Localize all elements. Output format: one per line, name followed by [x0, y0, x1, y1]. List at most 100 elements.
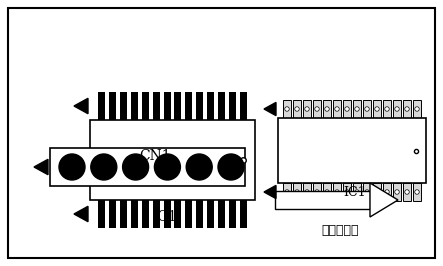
- Bar: [393, 183, 401, 201]
- Bar: [373, 100, 381, 118]
- Circle shape: [59, 154, 85, 180]
- Bar: [185, 200, 192, 228]
- Circle shape: [305, 190, 309, 194]
- Bar: [343, 183, 351, 201]
- Circle shape: [355, 190, 359, 194]
- Bar: [131, 200, 138, 228]
- Bar: [275, 191, 370, 209]
- Bar: [185, 92, 192, 120]
- Bar: [131, 92, 138, 120]
- Polygon shape: [264, 185, 276, 199]
- Bar: [142, 92, 149, 120]
- Text: CN1: CN1: [139, 149, 171, 163]
- Bar: [218, 200, 225, 228]
- Bar: [109, 92, 116, 120]
- Bar: [98, 92, 105, 120]
- Bar: [175, 200, 182, 228]
- Polygon shape: [370, 183, 398, 217]
- Bar: [373, 183, 381, 201]
- Bar: [413, 100, 421, 118]
- Circle shape: [405, 107, 409, 111]
- Bar: [283, 183, 291, 201]
- Bar: [153, 92, 159, 120]
- Bar: [50, 148, 245, 186]
- Bar: [383, 183, 391, 201]
- Circle shape: [325, 190, 329, 194]
- Polygon shape: [264, 102, 276, 116]
- Bar: [283, 100, 291, 118]
- Circle shape: [315, 107, 319, 111]
- Bar: [196, 92, 203, 120]
- Bar: [363, 100, 371, 118]
- Bar: [163, 92, 171, 120]
- Bar: [313, 183, 321, 201]
- Bar: [207, 92, 214, 120]
- Bar: [353, 100, 361, 118]
- Bar: [229, 200, 236, 228]
- Bar: [343, 100, 351, 118]
- Circle shape: [295, 107, 299, 111]
- Circle shape: [385, 107, 389, 111]
- Bar: [163, 200, 171, 228]
- Text: IC1: IC1: [152, 210, 178, 224]
- Circle shape: [415, 107, 419, 111]
- Circle shape: [285, 190, 289, 194]
- Bar: [393, 100, 401, 118]
- Circle shape: [365, 107, 369, 111]
- Circle shape: [385, 190, 389, 194]
- Bar: [403, 183, 411, 201]
- Circle shape: [335, 190, 339, 194]
- Circle shape: [345, 190, 349, 194]
- Circle shape: [91, 154, 117, 180]
- Bar: [153, 200, 159, 228]
- Circle shape: [295, 190, 299, 194]
- Bar: [333, 100, 341, 118]
- Circle shape: [285, 107, 289, 111]
- Text: 过波峰方向: 过波峰方向: [321, 223, 359, 236]
- Circle shape: [375, 190, 379, 194]
- Bar: [413, 183, 421, 201]
- Bar: [120, 92, 127, 120]
- Bar: [293, 100, 301, 118]
- Bar: [207, 200, 214, 228]
- Bar: [229, 92, 236, 120]
- Polygon shape: [74, 98, 88, 114]
- Circle shape: [405, 190, 409, 194]
- Bar: [303, 183, 311, 201]
- Polygon shape: [74, 206, 88, 222]
- Bar: [142, 200, 149, 228]
- Bar: [175, 92, 182, 120]
- Circle shape: [415, 190, 419, 194]
- Polygon shape: [34, 159, 48, 175]
- Circle shape: [355, 107, 359, 111]
- Bar: [383, 100, 391, 118]
- Circle shape: [315, 190, 319, 194]
- Text: IC1: IC1: [344, 185, 366, 198]
- Bar: [323, 183, 331, 201]
- Bar: [90, 120, 255, 200]
- Bar: [303, 100, 311, 118]
- Bar: [98, 200, 105, 228]
- Circle shape: [335, 107, 339, 111]
- Circle shape: [155, 154, 180, 180]
- Bar: [240, 200, 247, 228]
- Circle shape: [395, 107, 399, 111]
- Bar: [313, 100, 321, 118]
- Bar: [293, 183, 301, 201]
- Bar: [403, 100, 411, 118]
- Bar: [278, 118, 426, 183]
- Circle shape: [365, 190, 369, 194]
- Bar: [109, 200, 116, 228]
- Circle shape: [325, 107, 329, 111]
- Circle shape: [345, 107, 349, 111]
- Bar: [120, 200, 127, 228]
- Circle shape: [218, 154, 244, 180]
- Circle shape: [305, 107, 309, 111]
- Bar: [363, 183, 371, 201]
- Bar: [323, 100, 331, 118]
- Circle shape: [123, 154, 148, 180]
- Bar: [240, 92, 247, 120]
- Bar: [353, 183, 361, 201]
- Bar: [333, 183, 341, 201]
- Bar: [196, 200, 203, 228]
